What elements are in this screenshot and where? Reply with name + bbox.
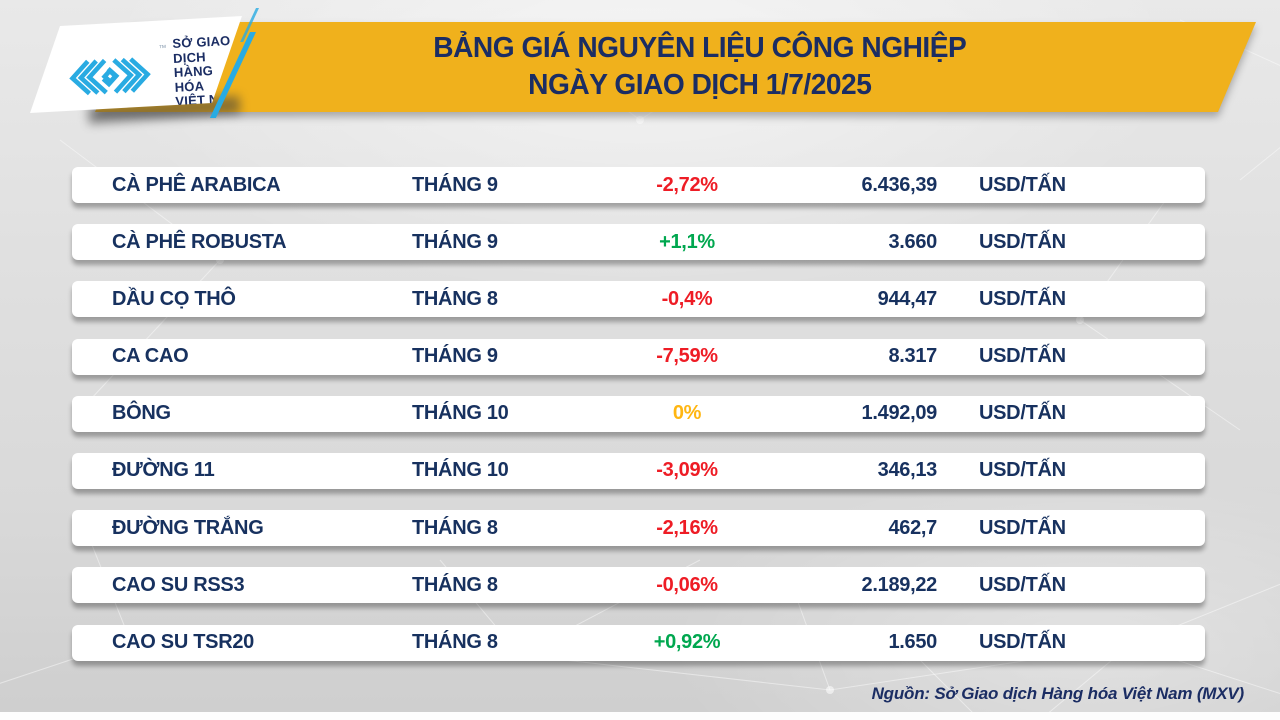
contract-month: THÁNG 9: [412, 173, 498, 196]
table-row: BÔNG THÁNG 10 0% 1.492,09 USD/TẤN: [72, 395, 1205, 432]
price-unit: USD/TẤN: [979, 287, 1066, 310]
table-row: CAO SU TSR20 THÁNG 8 +0,92% 1.650 USD/TẤ…: [72, 624, 1205, 661]
page-title-line1: BẢNG GIÁ NGUYÊN LIỆU CÔNG NGHIỆP: [432, 32, 967, 64]
contract-month: THÁNG 8: [412, 516, 498, 539]
price-value: 346,13: [877, 459, 938, 482]
contract-month: THÁNG 9: [412, 230, 498, 253]
commodity-name: CAO SU RSS3: [112, 573, 245, 596]
table-row: CAO SU RSS3 THÁNG 8 -0,06% 2.189,22 USD/…: [72, 567, 1205, 604]
table-row: CÀ PHÊ ROBUSTA THÁNG 9 +1,1% 3.660 USD/T…: [72, 224, 1205, 261]
price-value: 1.492,09: [861, 402, 938, 425]
table-row: CÀ PHÊ ARABICA THÁNG 9 -2,72% 6.436,39 U…: [72, 167, 1205, 203]
commodity-name: CÀ PHÊ ROBUSTA: [112, 230, 287, 253]
commodity-name: ĐƯỜNG 11: [112, 459, 215, 482]
change-percent: -0,06%: [656, 573, 718, 596]
price-unit: USD/TẤN: [979, 631, 1066, 653]
trademark-symbol: ™: [158, 43, 167, 53]
price-unit: USD/TẤN: [979, 402, 1066, 425]
price-value: 2.189,22: [861, 573, 938, 596]
price-value: 8.317: [888, 345, 937, 368]
contract-month: THÁNG 10: [412, 402, 509, 425]
mxv-chevron-diamonds-icon: [69, 57, 151, 96]
table-row: ĐƯỜNG 11 THÁNG 10 -3,09% 346,13 USD/TẤN: [72, 452, 1205, 489]
commodity-name: CA CAO: [112, 345, 189, 368]
mxv-logo-card: ™ SỞ GIAO DỊCH HÀNG HÓA VIỆT NAM: [30, 16, 242, 113]
price-value: 462,7: [888, 516, 937, 539]
price-unit: USD/TẤN: [979, 516, 1066, 539]
contract-month: THÁNG 8: [412, 573, 498, 596]
price-unit: USD/TẤN: [979, 459, 1066, 482]
change-percent: -0,4%: [661, 287, 713, 310]
price-value: 6.436,39: [861, 173, 938, 196]
price-unit: USD/TẤN: [979, 173, 1066, 196]
contract-month: THÁNG 9: [412, 345, 498, 368]
price-unit: USD/TẤN: [979, 230, 1066, 253]
change-percent: -7,59%: [656, 345, 718, 368]
price-value: 3.660: [888, 230, 937, 253]
change-percent: -2,16%: [656, 516, 718, 539]
page-title-line2: NGÀY GIAO DỊCH 1/7/2025: [527, 69, 872, 101]
bottom-white-strip: [0, 712, 1280, 720]
change-percent: 0%: [672, 402, 702, 425]
contract-month: THÁNG 8: [412, 631, 498, 653]
commodity-name: BÔNG: [112, 402, 171, 425]
source-credit: Nguồn: Sở Giao dịch Hàng hóa Việt Nam (M…: [871, 684, 1245, 703]
table-row: DẦU CỌ THÔ THÁNG 8 -0,4% 944,47 USD/TẤN: [72, 281, 1205, 318]
change-percent: -2,72%: [656, 173, 718, 196]
table-row: CA CAO THÁNG 9 -7,59% 8.317 USD/TẤN: [72, 338, 1205, 375]
change-percent: -3,09%: [656, 459, 718, 482]
price-table: CÀ PHÊ ARABICA THÁNG 9 -2,72% 6.436,39 U…: [72, 167, 1205, 682]
commodity-name: CAO SU TSR20: [112, 631, 254, 653]
contract-month: THÁNG 8: [412, 287, 498, 310]
price-value: 1.650: [888, 631, 937, 653]
table-row: ĐƯỜNG TRẮNG THÁNG 8 -2,16% 462,7 USD/TẤN: [72, 510, 1205, 547]
title-banner: BẢNG GIÁ NGUYÊN LIỆU CÔNG NGHIỆP NGÀY GI…: [95, 22, 1256, 112]
change-percent: +1,1%: [659, 230, 715, 253]
commodity-name: ĐƯỜNG TRẮNG: [112, 516, 264, 539]
price-value: 944,47: [877, 287, 938, 310]
contract-month: THÁNG 10: [412, 459, 509, 482]
price-unit: USD/TẤN: [979, 573, 1066, 596]
commodity-name: CÀ PHÊ ARABICA: [112, 173, 281, 196]
header: BẢNG GIÁ NGUYÊN LIỆU CÔNG NGHIỆP NGÀY GI…: [0, 0, 1280, 130]
commodity-name: DẦU CỌ THÔ: [112, 287, 236, 310]
price-unit: USD/TẤN: [979, 345, 1066, 368]
change-percent: +0,92%: [653, 631, 721, 653]
